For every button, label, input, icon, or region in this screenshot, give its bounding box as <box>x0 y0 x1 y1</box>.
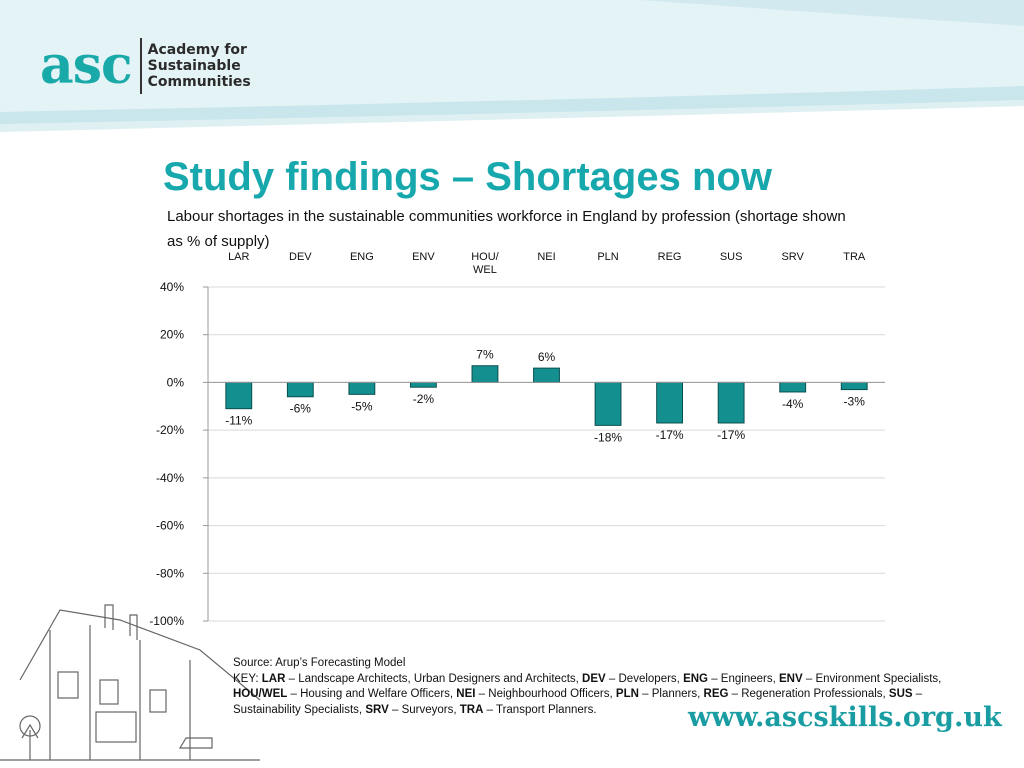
bar <box>533 367 560 383</box>
data-label: -18% <box>594 430 622 444</box>
key-abbr: DEV <box>582 672 606 685</box>
category-label: NEI <box>537 251 555 263</box>
data-label: 7% <box>476 348 494 362</box>
logo-mark: asc <box>40 35 133 96</box>
key-abbr: HOU/WEL <box>233 688 288 700</box>
logo-line: Communities <box>147 74 251 90</box>
key-desc: Housing and Welfare Officers, <box>300 688 454 700</box>
data-label: -17% <box>717 428 745 442</box>
category-label: PLN <box>597 251 618 263</box>
data-label: -2% <box>413 392 435 406</box>
y-tick-label: -80% <box>156 566 184 580</box>
bar <box>717 381 745 424</box>
key-abbr: TRA <box>459 703 484 716</box>
y-tick-label: 0% <box>167 375 185 389</box>
logo-line: Academy for <box>147 42 247 58</box>
page-title: Study findings – Shortages now <box>163 155 772 199</box>
key-desc: Landscape Architects, Urban Designers an… <box>298 672 579 685</box>
key-desc: Planners, <box>651 688 701 700</box>
key-abbr: NEI <box>456 688 476 700</box>
data-label: -3% <box>844 395 866 409</box>
key-desc: Regeneration Professionals, <box>741 688 886 700</box>
key-desc: Neighbourhood Officers, <box>488 688 613 700</box>
profession-key: KEY: LAR – Landscape Architects, Urban D… <box>233 672 942 716</box>
key-label: KEY: <box>233 672 259 685</box>
logo-line: Sustainable <box>147 58 241 74</box>
category-label: ENV <box>412 251 435 263</box>
asc-logo: asc Academy for Sustainable Communities <box>40 38 251 94</box>
data-label: -17% <box>656 428 684 442</box>
y-tick-label: 40% <box>160 280 184 294</box>
category-label: ENG <box>350 251 374 263</box>
key-desc: Transport Planners. <box>495 703 597 716</box>
category-label: DEV <box>289 251 312 263</box>
key-abbr: PLN <box>615 688 639 700</box>
key-abbr: ENG <box>683 672 708 685</box>
y-tick-label: -20% <box>156 423 184 437</box>
key-abbr: LAR <box>261 672 286 685</box>
category-label: REG <box>658 251 682 263</box>
key-desc: Developers, <box>618 672 680 685</box>
category-label: TRA <box>843 251 866 263</box>
bar <box>225 381 253 410</box>
bar <box>840 381 868 391</box>
y-tick-label: 20% <box>160 328 184 342</box>
source-text: Source: Arup’s Forecasting Model <box>233 657 406 669</box>
source-note: Source: Arup’s Forecasting Model KEY: LA… <box>233 656 973 718</box>
bar <box>779 381 807 393</box>
shortage-bar-chart: 40% 20% 0% -20% -40% -60% -80% -100% -11% LAR -6% D… <box>149 251 885 628</box>
y-tick-label: -60% <box>156 519 184 533</box>
bar <box>409 381 437 388</box>
logo-text: Academy for Sustainable Communities <box>148 42 251 90</box>
data-label: -11% <box>225 414 252 428</box>
website-link[interactable]: www.ascskills.org.uk <box>688 702 1002 733</box>
key-desc: Surveyors, <box>401 703 457 716</box>
category-label: SUS <box>720 251 743 263</box>
category-label: LAR <box>228 251 249 263</box>
y-tick-label: -40% <box>156 471 184 485</box>
data-label: -4% <box>782 397 804 411</box>
bar <box>286 381 314 398</box>
data-label: 6% <box>538 350 556 364</box>
bar <box>656 381 684 424</box>
category-label: SRV <box>781 251 804 263</box>
logo-divider <box>139 38 142 94</box>
key-abbr: SUS <box>888 688 913 700</box>
key-desc: Engineers, <box>720 672 776 685</box>
key-desc: Environment Specialists, <box>815 672 942 685</box>
chart-subtitle: Labour shortages in the sustainable comm… <box>167 208 846 250</box>
data-label: -6% <box>290 402 312 416</box>
key-abbr: REG <box>703 688 729 700</box>
bar <box>594 381 622 426</box>
key-abbr: ENV <box>778 672 803 685</box>
category-label: HOU/ <box>471 251 499 263</box>
bar <box>471 365 499 383</box>
street-sketch-icon <box>0 604 261 761</box>
data-label: -5% <box>351 399 373 413</box>
bar <box>348 381 376 395</box>
y-tick-label: -100% <box>149 614 184 628</box>
category-label: WEL <box>473 264 497 276</box>
key-abbr: SRV <box>365 703 389 716</box>
key-desc: Sustainability Specialists, <box>233 703 363 716</box>
